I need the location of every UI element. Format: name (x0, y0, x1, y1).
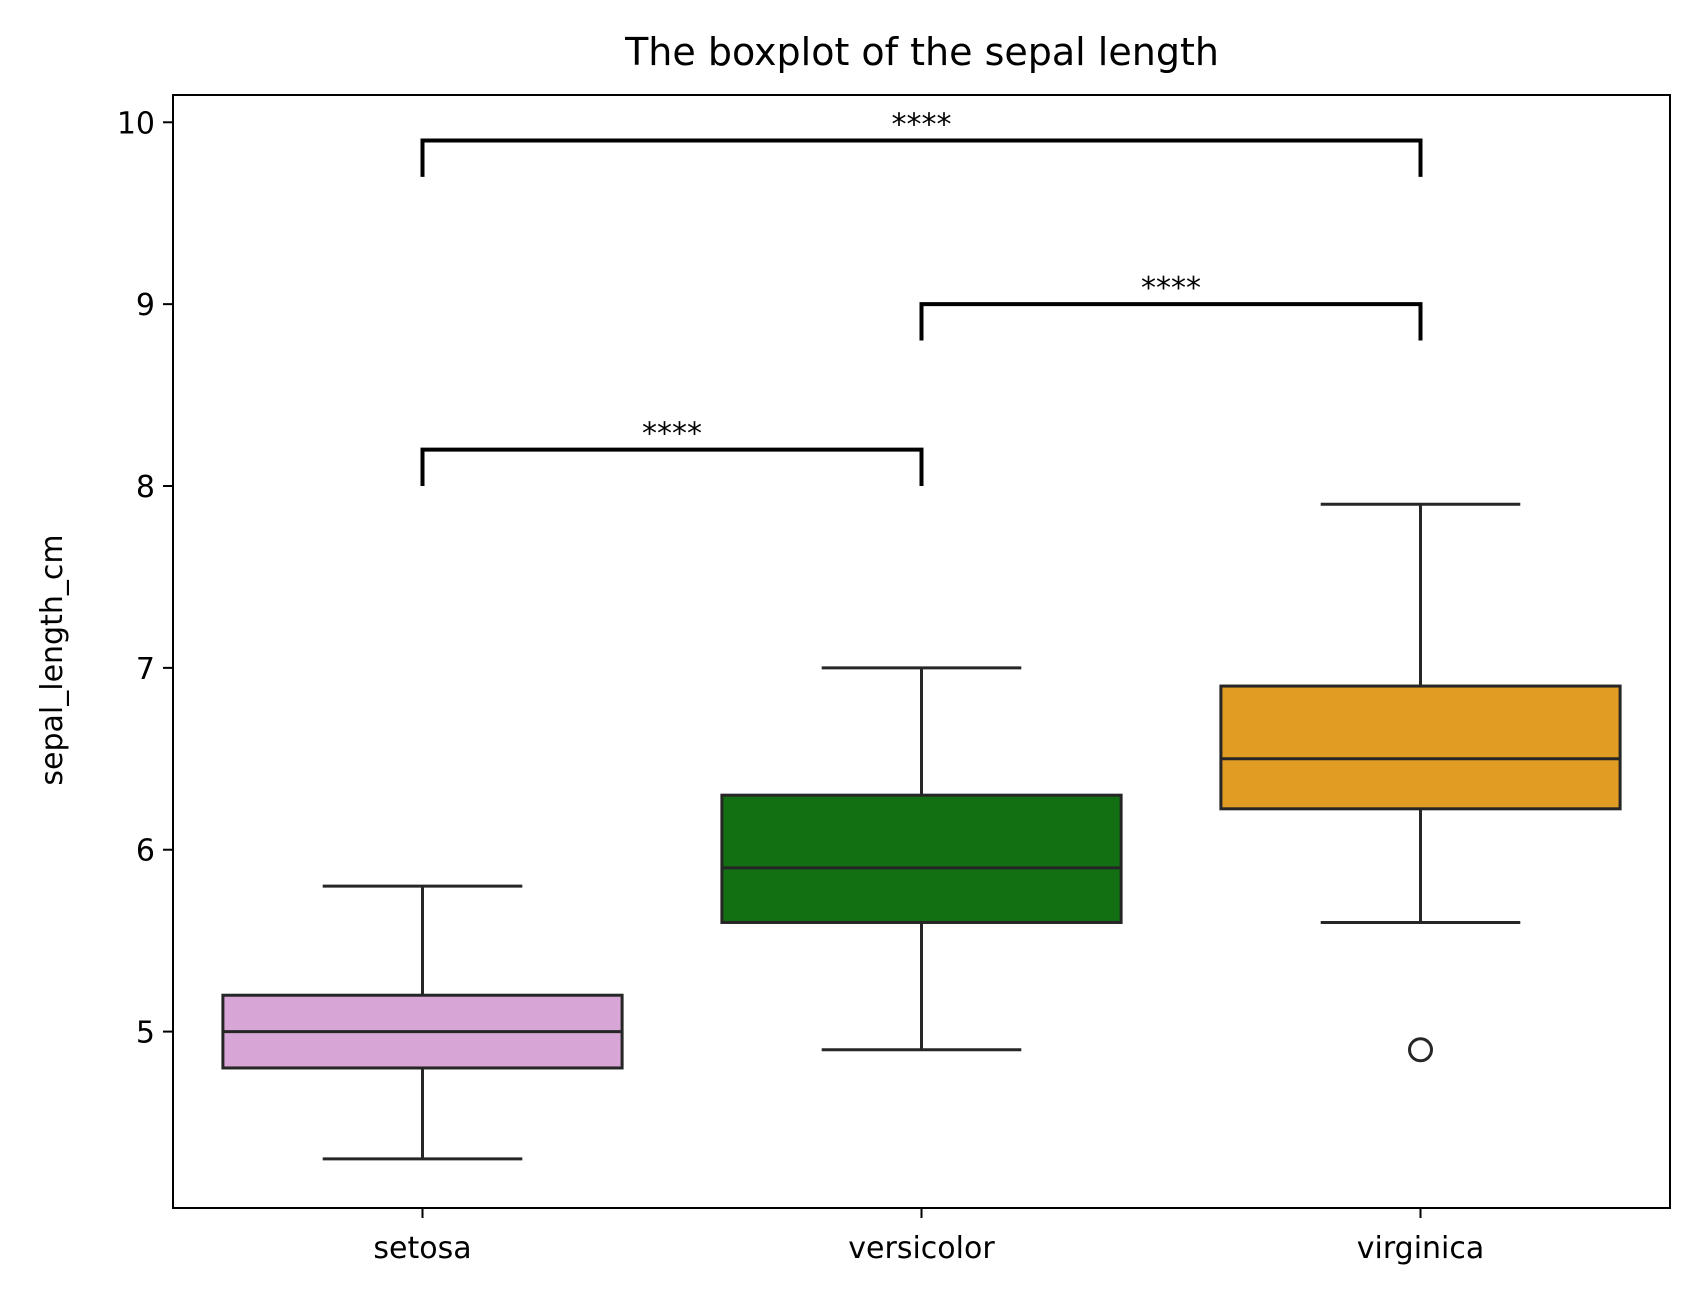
y-tick-label-6: 6 (136, 834, 155, 869)
x-tick-label-setosa: setosa (373, 1231, 471, 1266)
plot-frame (172, 94, 1671, 1209)
plot-area: 5 6 7 8 9 10 setosa versicolor virginica **** ****… (117, 106, 1622, 1266)
significance-bracket-setosa-virginica (420, 138, 1423, 177)
significance-bracket-setosa-versicolor (420, 447, 924, 487)
significance-label-setosa-versicolor: **** (642, 417, 702, 452)
x-tick-label-versicolor: versicolor (848, 1231, 995, 1266)
x-tick-label-virginica: virginica (1357, 1231, 1485, 1266)
y-tick-label-10: 10 (117, 106, 155, 141)
y-axis-label: sepal_length_cm (35, 534, 70, 785)
y-tick-label-7: 7 (136, 652, 155, 687)
significance-label-setosa-virginica: **** (892, 107, 952, 142)
outlier-virginica-0 (1408, 1037, 1433, 1063)
y-tick-label-5: 5 (136, 1016, 155, 1051)
y-tick-label-9: 9 (136, 288, 155, 323)
significance-label-versicolor-virginica: **** (1141, 271, 1201, 306)
box-versicolor (720, 793, 1123, 924)
significance-bracket-versicolor-virginica (919, 302, 1423, 341)
box-virginica (1219, 684, 1622, 811)
chart-title: The boxplot of the sepal length (624, 30, 1219, 74)
y-tick-label-8: 8 (136, 470, 155, 505)
